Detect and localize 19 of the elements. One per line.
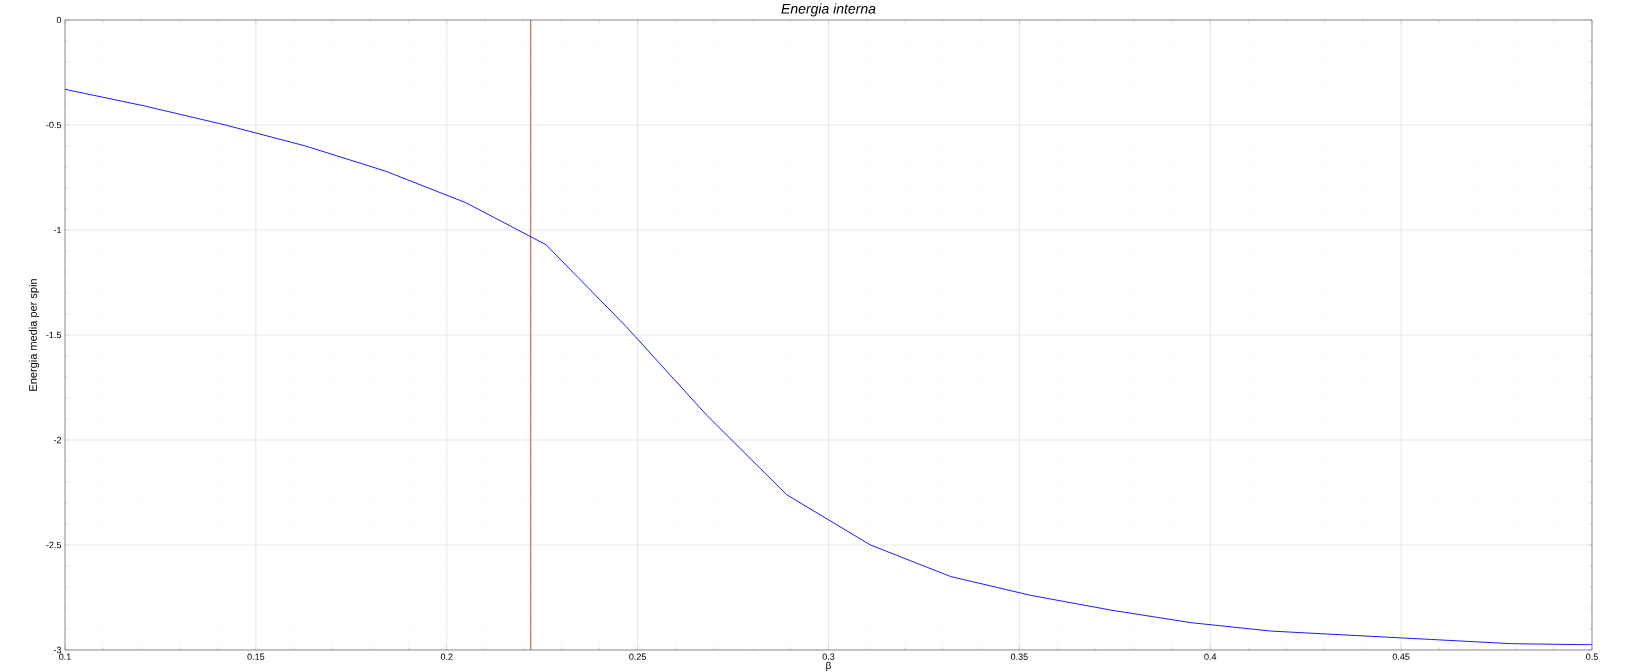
x-tick-label: 0.45 xyxy=(1392,653,1410,660)
y-tick-label: -2.5 xyxy=(46,541,62,549)
y-tick-label: -0.5 xyxy=(46,121,62,129)
chart-title: Energia interna xyxy=(781,3,876,17)
y-tick-label: -2 xyxy=(53,436,62,444)
y-axis-title: Energia media per spin xyxy=(28,279,40,391)
y-tick-label: -1.5 xyxy=(46,331,62,339)
y-tick-label: -3 xyxy=(53,646,62,654)
x-tick-label: 0.5 xyxy=(1586,653,1598,660)
x-tick-label: 0.3 xyxy=(822,653,835,660)
x-tick-label: 0.35 xyxy=(1010,653,1028,660)
y-tick-label: -1 xyxy=(53,226,62,234)
x-tick-label: 0.25 xyxy=(629,653,646,660)
x-axis-title: β xyxy=(826,661,831,672)
x-tick-label: 0.1 xyxy=(59,653,71,660)
x-tick-label: 0.4 xyxy=(1204,653,1217,660)
x-tick-label: 0.15 xyxy=(247,653,265,660)
x-tick-label: 0.2 xyxy=(440,653,453,660)
y-tick-label: 0 xyxy=(56,16,62,24)
